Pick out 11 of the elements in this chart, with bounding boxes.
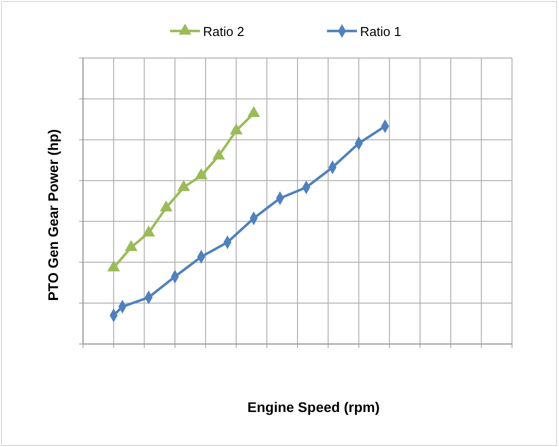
point (124, 240, 138, 252)
point (212, 148, 226, 160)
point (160, 200, 173, 212)
point (194, 168, 208, 180)
point (177, 180, 190, 192)
legend-label: Ratio 1 (360, 24, 402, 39)
legend-label: Ratio 2 (203, 24, 244, 39)
point (230, 123, 243, 134)
x-axis-title: Engine Speed (rpm) (247, 399, 380, 415)
point (247, 106, 260, 118)
y-axis-title: PTO Gen Gear Power (hp) (45, 129, 61, 301)
